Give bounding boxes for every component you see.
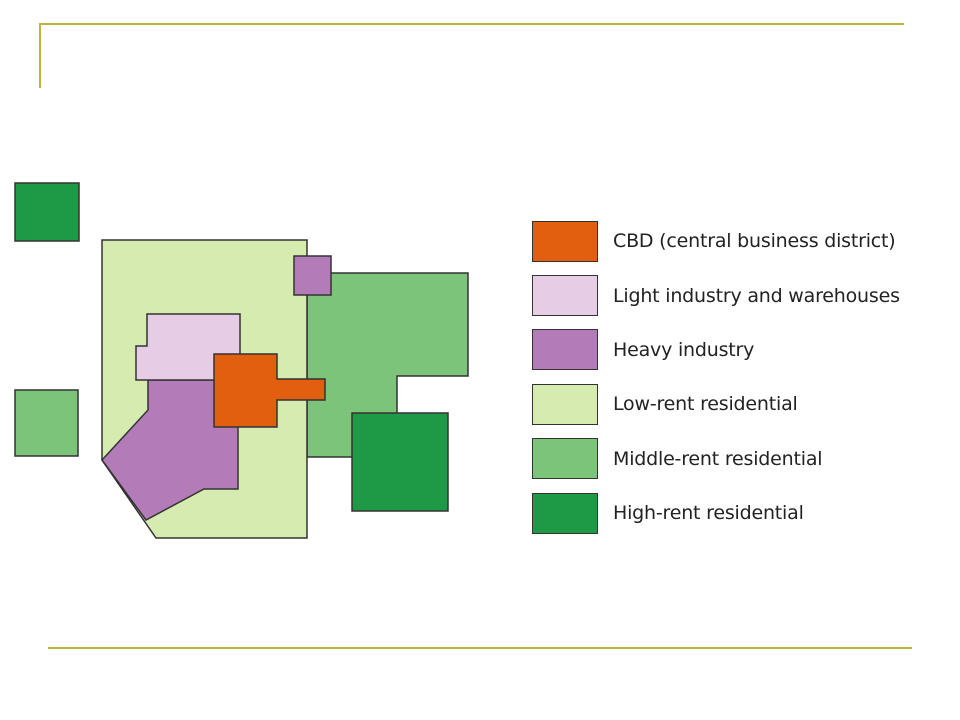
- legend-item-light-industry: Light industry and warehouses: [532, 268, 952, 322]
- legend-item-cbd: CBD (central business district): [532, 214, 952, 268]
- legend-item-heavy-industry: Heavy industry: [532, 323, 952, 377]
- legend-swatch-heavy-industry: [532, 329, 598, 371]
- legend-label-cbd: CBD (central business district): [613, 230, 896, 253]
- cbd-zone: [213, 353, 326, 428]
- legend-swatch-low-rent: [532, 383, 598, 425]
- middle-rent-zone-west: [14, 389, 79, 457]
- legend-item-low-rent: Low-rent residential: [532, 377, 952, 431]
- decorative-bottom-line: [48, 647, 912, 649]
- legend-swatch-high-rent: [532, 492, 598, 534]
- legend-label-heavy-industry: Heavy industry: [613, 338, 755, 361]
- heavy-industry-zone-north: [293, 255, 332, 296]
- high-rent-zone-northwest: [14, 182, 80, 242]
- legend-label-low-rent: Low-rent residential: [613, 393, 798, 416]
- decorative-top-line: [40, 23, 904, 25]
- legend-label-light-industry: Light industry and warehouses: [613, 284, 900, 307]
- decorative-left-line: [39, 23, 41, 88]
- high-rent-zone-southeast: [351, 412, 449, 512]
- legend-swatch-middle-rent: [532, 438, 598, 480]
- legend-item-high-rent: High-rent residential: [532, 486, 952, 540]
- legend-label-middle-rent: Middle-rent residential: [613, 447, 823, 470]
- legend-item-middle-rent: Middle-rent residential: [532, 432, 952, 486]
- legend: CBD (central business district) Light in…: [532, 214, 952, 540]
- legend-label-high-rent: High-rent residential: [613, 502, 804, 525]
- legend-swatch-light-industry: [532, 275, 598, 317]
- legend-swatch-cbd: [532, 220, 598, 262]
